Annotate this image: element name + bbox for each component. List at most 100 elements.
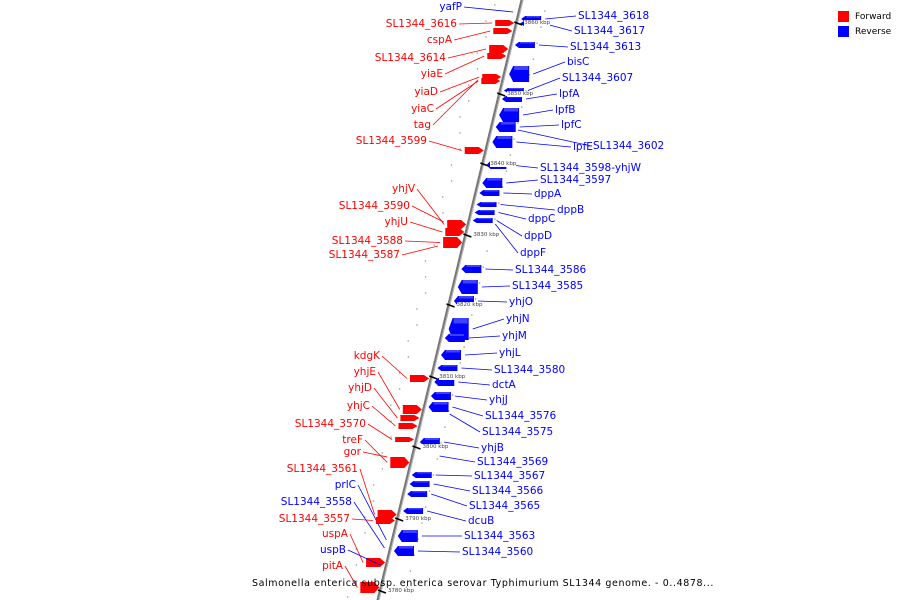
leader-line bbox=[452, 406, 484, 417]
gene-label-sl1344_3563[interactable]: SL1344_3563 bbox=[464, 530, 536, 542]
gene-label-dppd[interactable]: dppD bbox=[524, 230, 553, 242]
gene-label-sl1344_3618[interactable]: SL1344_3618 bbox=[578, 10, 650, 22]
leader-line bbox=[439, 455, 476, 463]
gene-label-sl1344_3575[interactable]: SL1344_3575 bbox=[482, 426, 554, 438]
gene-arrow-forward bbox=[493, 28, 513, 34]
gene-label-sl1344_3586[interactable]: SL1344_3586 bbox=[515, 264, 587, 276]
tick-label: 3800 kbp bbox=[422, 444, 449, 450]
gene-label-yhjv[interactable]: yhjV bbox=[392, 183, 415, 195]
gene-label-yhju[interactable]: yhjU bbox=[384, 216, 408, 228]
minor-dot bbox=[474, 298, 477, 300]
gene-label-yiae[interactable]: yiaE bbox=[420, 68, 443, 80]
gene-label-yafp[interactable]: yafP bbox=[439, 1, 462, 13]
leader-line bbox=[357, 484, 387, 541]
gene-label-bisc[interactable]: bisC bbox=[567, 56, 590, 68]
leader-line bbox=[439, 76, 480, 93]
gene-label-sl1344_3597[interactable]: SL1344_3597 bbox=[540, 174, 612, 186]
gene-label-sl1344_3580[interactable]: SL1344_3580 bbox=[494, 364, 566, 376]
leader-line bbox=[362, 451, 388, 458]
gene-label-lpfb[interactable]: lpfB bbox=[555, 104, 576, 116]
leader-line bbox=[444, 55, 485, 75]
gene-label-sl1344_3607[interactable]: SL1344_3607 bbox=[562, 72, 634, 84]
map-title: Salmonella enterica subsp. enterica sero… bbox=[252, 578, 715, 589]
gene-label-lpfc[interactable]: lpfC bbox=[561, 119, 582, 131]
gene-label-sl1344_3560[interactable]: SL1344_3560 bbox=[462, 546, 534, 558]
leader-line bbox=[411, 205, 444, 223]
gene-label-lpfa[interactable]: lpfA bbox=[559, 88, 580, 100]
gene-label-dppc[interactable]: dppC bbox=[528, 213, 556, 225]
gene-label-sl1344_3614[interactable]: SL1344_3614 bbox=[374, 52, 446, 64]
minor-dot bbox=[463, 346, 465, 348]
tick-label: 3820 kbp bbox=[456, 302, 483, 308]
gene-label-yiac[interactable]: yiaC bbox=[411, 103, 434, 115]
gene-label-uspb[interactable]: uspB bbox=[320, 544, 346, 556]
gene-label-yhjo[interactable]: yhjO bbox=[509, 296, 534, 308]
gene-label-yhjl[interactable]: yhjL bbox=[499, 347, 521, 359]
minor-dot bbox=[407, 340, 409, 342]
minor-dot bbox=[459, 132, 461, 134]
gene-label-yhjc[interactable]: yhjC bbox=[346, 400, 370, 412]
gene-label-sl1344_3569[interactable]: SL1344_3569 bbox=[477, 456, 549, 468]
gene-label-pita[interactable]: pitA bbox=[322, 560, 343, 572]
gene-arrow-reverse bbox=[479, 190, 500, 196]
gene-arrow-reverse bbox=[444, 334, 465, 342]
gene-label-yhjn[interactable]: yhjN bbox=[506, 313, 530, 325]
minor-dot bbox=[364, 532, 366, 534]
gene-arrow-forward bbox=[410, 375, 429, 382]
leader-line bbox=[494, 223, 519, 254]
gene-arrow-forward bbox=[464, 147, 484, 154]
leader-line bbox=[347, 549, 381, 566]
gene-label-dppb[interactable]: dppB bbox=[557, 204, 585, 216]
gene-label-sl1344_3561[interactable]: SL1344_3561 bbox=[286, 463, 358, 475]
gene-label-prlc[interactable]: prlC bbox=[334, 479, 356, 491]
minor-dot bbox=[432, 474, 435, 476]
gene-label-uspa[interactable]: uspA bbox=[322, 528, 348, 540]
leader-line bbox=[435, 80, 479, 110]
leader-line bbox=[359, 468, 375, 515]
gene-label-sl1344_3602[interactable]: SL1344_3602 bbox=[593, 140, 665, 152]
gene-label-dppf[interactable]: dppF bbox=[520, 247, 547, 259]
gene-label-dppa[interactable]: dppA bbox=[534, 188, 562, 200]
gene-label-sl1344_3565[interactable]: SL1344_3565 bbox=[469, 500, 541, 512]
minor-dot bbox=[532, 58, 535, 60]
gene-label-yhjd[interactable]: yhjD bbox=[348, 382, 372, 394]
gene-label-tag[interactable]: tag bbox=[413, 119, 431, 131]
gene-label-sl1344_3570[interactable]: SL1344_3570 bbox=[294, 418, 366, 430]
tick-label: 3830 kbp bbox=[473, 232, 500, 238]
genome-axis bbox=[376, 0, 524, 600]
gene-label-sl1344_3617[interactable]: SL1344_3617 bbox=[574, 25, 646, 37]
gene-label-sl1344_3590[interactable]: SL1344_3590 bbox=[338, 200, 410, 212]
gene-label-yhjm[interactable]: yhjM bbox=[502, 330, 527, 342]
gene-label-sl1344_3599[interactable]: SL1344_3599 bbox=[355, 135, 427, 147]
gene-label-sl1344_3616[interactable]: SL1344_3616 bbox=[385, 18, 457, 30]
gene-label-sl1344_3566[interactable]: SL1344_3566 bbox=[472, 485, 544, 497]
gene-label-gor[interactable]: gor bbox=[343, 446, 361, 458]
gene-label-sl1344_3576[interactable]: SL1344_3576 bbox=[485, 410, 557, 422]
gene-label-sl1344_3588[interactable]: SL1344_3588 bbox=[331, 235, 403, 247]
gene-arrow-reverse bbox=[514, 42, 535, 48]
gene-label-dcub[interactable]: dcuB bbox=[468, 515, 495, 527]
minor-dot bbox=[509, 154, 512, 156]
gene-label-sl1344_3598-yhjw[interactable]: SL1344_3598-yhjW bbox=[540, 162, 641, 174]
gene-label-yhjb[interactable]: yhjB bbox=[481, 442, 504, 454]
gene-label-tref[interactable]: treF bbox=[342, 434, 363, 446]
leader-line bbox=[409, 221, 443, 233]
leader-line bbox=[443, 441, 480, 449]
gene-label-sl1344_3558[interactable]: SL1344_3558 bbox=[280, 496, 352, 508]
gene-label-sl1344_3585[interactable]: SL1344_3585 bbox=[512, 280, 584, 292]
gene-label-sl1344_3587[interactable]: SL1344_3587 bbox=[328, 249, 400, 261]
gene-label-yiad[interactable]: yiaD bbox=[414, 86, 438, 98]
gene-label-dcta[interactable]: dctA bbox=[492, 379, 516, 391]
gene-label-kdgk[interactable]: kdgK bbox=[353, 350, 380, 362]
gene-label-lpfe[interactable]: lpfE bbox=[573, 141, 593, 153]
gene-label-yhje[interactable]: yhjE bbox=[353, 366, 376, 378]
gene-shading bbox=[402, 530, 417, 533]
gene-label-sl1344_3557[interactable]: SL1344_3557 bbox=[278, 513, 350, 525]
leader-line bbox=[481, 285, 511, 288]
gene-label-sl1344_3567[interactable]: SL1344_3567 bbox=[474, 470, 546, 482]
gene-label-yhjj[interactable]: yhjJ bbox=[489, 394, 508, 406]
leader-line bbox=[433, 483, 471, 492]
leader-line bbox=[404, 240, 441, 243]
gene-label-cspa[interactable]: cspA bbox=[426, 34, 452, 46]
gene-label-sl1344_3613[interactable]: SL1344_3613 bbox=[570, 41, 642, 53]
